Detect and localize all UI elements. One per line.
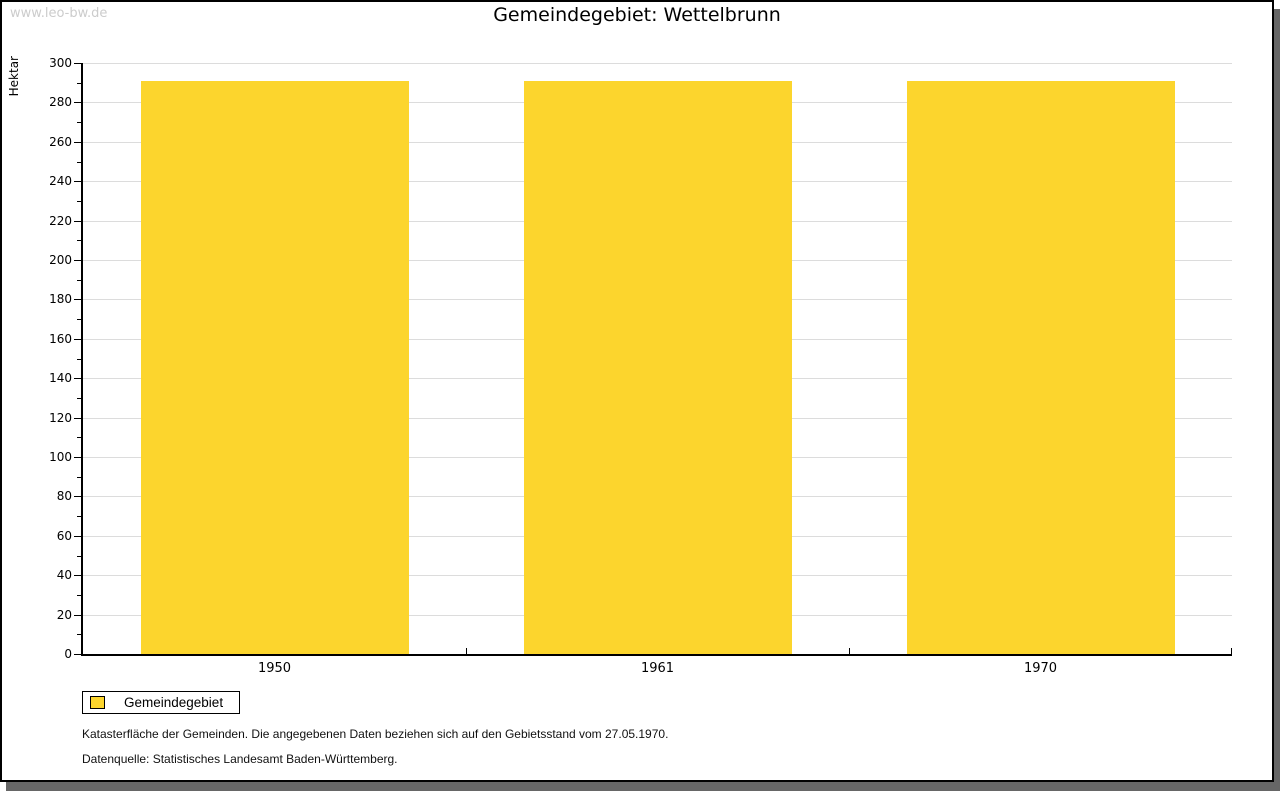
y-tick-label: 240 <box>49 174 72 189</box>
y-axis-tick <box>77 319 81 321</box>
x-category-label: 1950 <box>257 661 292 676</box>
caption-line-2: Datenquelle: Statistisches Landesamt Bad… <box>82 752 398 766</box>
x-axis-tick <box>849 648 850 654</box>
y-tick-label: 80 <box>56 489 72 504</box>
y-tick-label: 0 <box>64 647 72 661</box>
y-axis-tick <box>74 181 81 183</box>
chart-title: Gemeindegebiet: Wettelbrunn <box>493 4 781 26</box>
watermark: www.leo-bw.de <box>10 6 108 21</box>
y-axis-tick <box>74 496 81 498</box>
y-axis-tick <box>74 654 81 655</box>
y-axis-tick <box>77 161 81 163</box>
y-tick-label: 120 <box>49 410 72 425</box>
y-axis-tick <box>77 555 81 557</box>
y-axis-tick <box>74 457 81 458</box>
y-tick-label: 300 <box>49 56 72 70</box>
caption-line-1: Katasterfläche der Gemeinden. Die angege… <box>82 727 669 741</box>
y-axis-tick <box>74 260 81 261</box>
y-tick-label: 40 <box>56 568 72 583</box>
y-tick-label: 180 <box>49 292 72 307</box>
x-category-label: 1970 <box>1023 661 1058 676</box>
y-axis-tick <box>74 417 81 419</box>
y-tick-label: 220 <box>49 213 72 228</box>
legend-swatch-icon <box>90 696 105 709</box>
legend-label: Gemeindegebiet <box>124 695 224 710</box>
y-axis-tick <box>77 200 81 202</box>
y-axis-tick <box>74 141 81 143</box>
plot-area: 0 20 40 60 80 100 120 140 160 180 200 220 240 260 280 3… <box>49 56 1232 676</box>
y-axis-tick <box>74 575 81 577</box>
y-axis-tick <box>77 240 81 242</box>
legend: Gemeindegebiet <box>82 691 241 714</box>
y-axis-tick <box>77 476 81 478</box>
y-tick-label: 140 <box>49 371 72 386</box>
y-axis-tick <box>77 122 81 124</box>
y-axis-tick <box>74 63 81 64</box>
gridline <box>83 63 1232 64</box>
y-tick-label: 160 <box>49 331 72 346</box>
y-axis-tick <box>77 634 81 636</box>
x-category-label: 1961 <box>640 661 675 676</box>
y-axis-tick <box>74 102 81 104</box>
y-tick-label: 20 <box>56 607 72 622</box>
y-tick-label: 100 <box>49 450 72 464</box>
y-axis-title: Hektar <box>7 56 21 97</box>
y-axis-tick <box>77 397 81 399</box>
x-axis-tick <box>1231 648 1232 654</box>
y-tick-label: 260 <box>49 134 72 149</box>
bar-1950 <box>140 80 409 654</box>
bar-1970 <box>906 80 1175 654</box>
y-tick-label: 200 <box>49 253 72 267</box>
y-tick-label: 280 <box>49 95 72 110</box>
x-axis-tick <box>466 648 467 654</box>
y-axis-tick <box>74 220 81 222</box>
bar-1961 <box>523 80 792 654</box>
y-axis-tick <box>77 594 81 596</box>
y-axis-tick <box>77 516 81 518</box>
y-tick-label: 60 <box>56 528 72 543</box>
y-axis-tick <box>74 378 81 380</box>
y-axis-tick <box>77 82 81 84</box>
y-axis-tick <box>77 437 81 439</box>
y-axis-tick <box>77 358 81 360</box>
y-axis-tick <box>77 279 81 281</box>
y-axis-tick <box>74 614 81 616</box>
y-axis-tick <box>74 338 81 340</box>
y-axis-tick <box>74 535 81 537</box>
y-axis-tick <box>74 299 81 301</box>
